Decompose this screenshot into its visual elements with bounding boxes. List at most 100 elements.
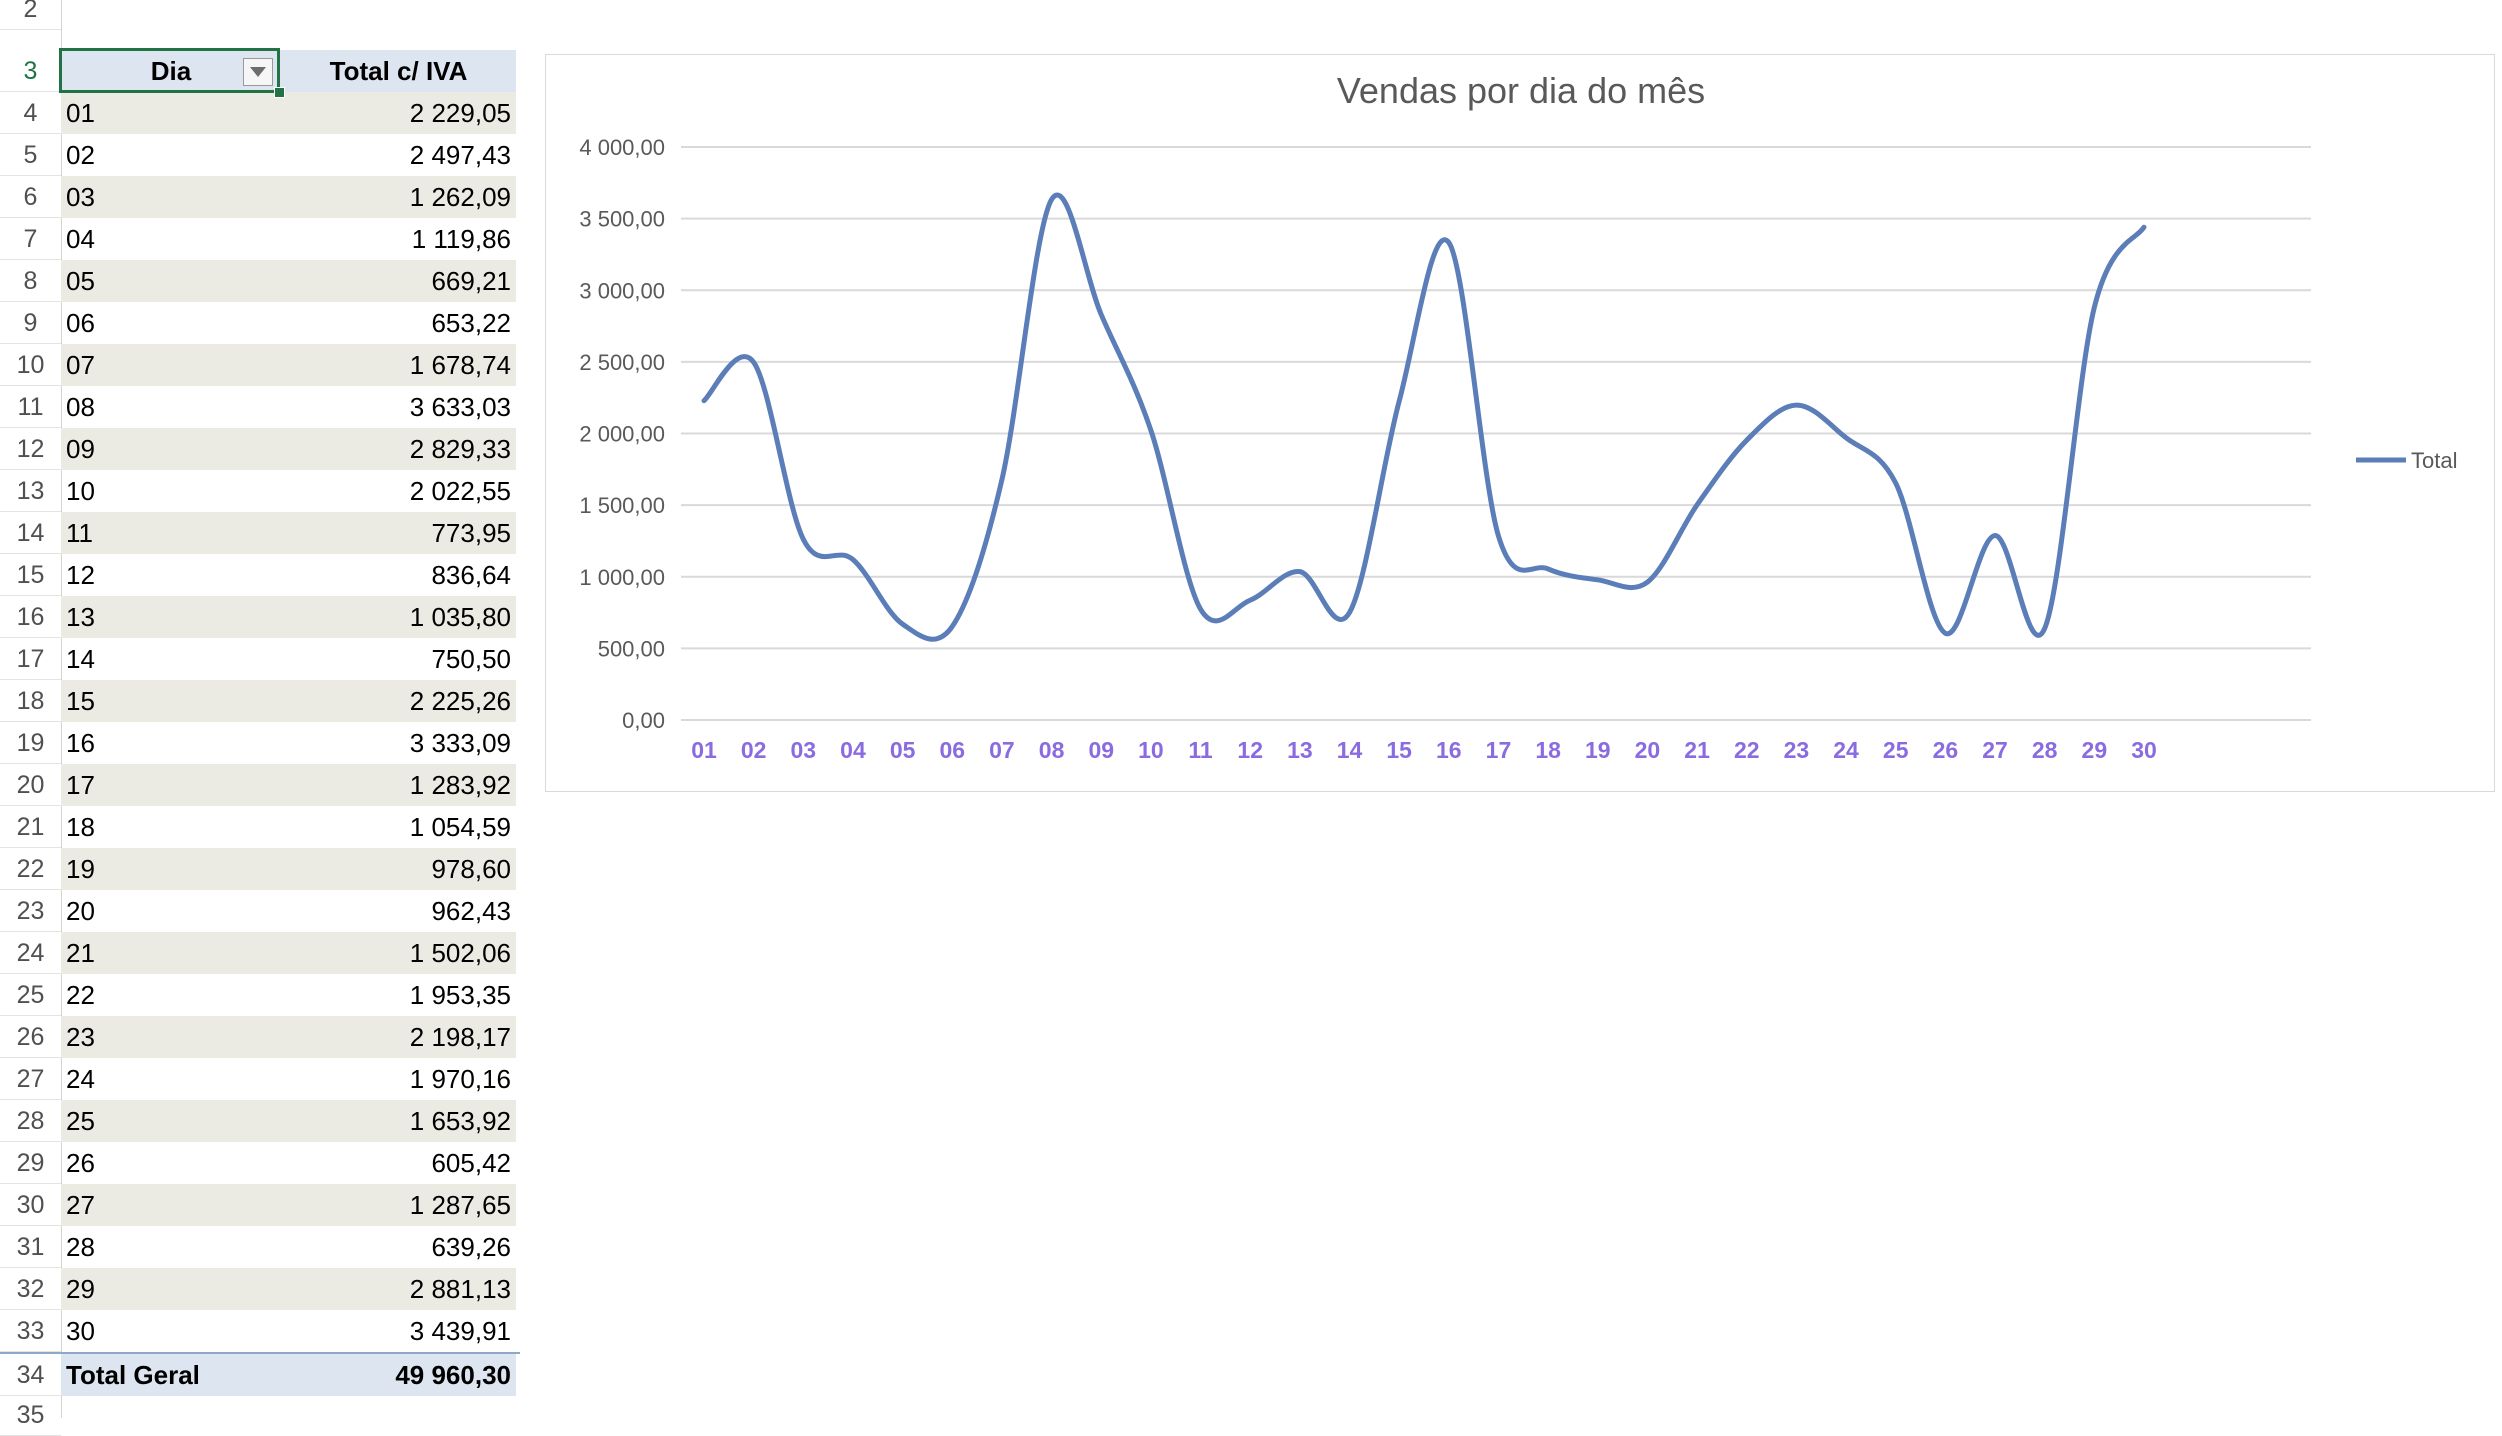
cell-dia[interactable]: 23 — [61, 1016, 281, 1058]
cell-total[interactable]: 639,26 — [431, 1232, 511, 1262]
x-tick-label: 30 — [2131, 737, 2157, 763]
cell-dia[interactable]: 24 — [66, 1064, 95, 1094]
cell-total[interactable]: 1 054,59 — [409, 812, 511, 842]
cell-dia[interactable]: 13 — [61, 596, 281, 638]
row-number: 28 — [0, 1100, 61, 1142]
cell-total[interactable]: 773,95 — [281, 512, 516, 554]
header-total[interactable]: Total c/ IVA — [281, 50, 516, 92]
row-number: 7 — [0, 218, 61, 260]
cell-dia[interactable]: 19 — [61, 848, 281, 890]
cell-dia[interactable]: 10 — [66, 476, 95, 506]
data-point — [1893, 480, 1899, 486]
cell-dia[interactable]: 15 — [61, 680, 281, 722]
line-chart[interactable]: Vendas por dia do mês 0,00 500,00 1 000,00 1… — [545, 54, 2495, 792]
grand-total-value[interactable]: 49 960,30 — [281, 1354, 516, 1396]
cell-dia[interactable]: 05 — [61, 260, 281, 302]
cell-total[interactable]: 1 283,92 — [281, 764, 516, 806]
cell-dia[interactable]: 18 — [66, 812, 95, 842]
grand-total-row: 34 Total Geral 49 960,30 — [0, 1352, 520, 1396]
cell-dia[interactable]: 30 — [66, 1316, 95, 1346]
cell-total[interactable]: 2 022,55 — [409, 476, 511, 506]
cell-total[interactable]: 978,60 — [281, 848, 516, 890]
cell-dia[interactable]: 08 — [66, 392, 95, 422]
cell-dia[interactable]: 11 — [61, 512, 281, 554]
cell-dia[interactable]: 28 — [66, 1232, 95, 1262]
row-number: 25 — [0, 974, 61, 1016]
row-number: 21 — [0, 806, 61, 848]
table-row: 8 05 669,21 — [0, 260, 520, 302]
x-tick-label: 14 — [1337, 737, 1363, 763]
cell-dia[interactable]: 06 — [66, 308, 95, 338]
table-row: 23 20 962,43 — [0, 890, 520, 932]
cell-total[interactable]: 2 497,43 — [409, 140, 511, 170]
cell-total[interactable]: 605,42 — [431, 1148, 511, 1178]
table-row: 12 09 2 829,33 — [0, 428, 520, 470]
cell-total[interactable]: 653,22 — [431, 308, 511, 338]
cell-dia[interactable]: 29 — [61, 1268, 281, 1310]
row-number: 30 — [0, 1184, 61, 1226]
cell-total[interactable]: 1 678,74 — [281, 344, 516, 386]
cell-total[interactable]: 1 953,35 — [409, 980, 511, 1010]
data-point — [1843, 435, 1849, 441]
cell-dia[interactable]: 07 — [61, 344, 281, 386]
cell-total[interactable]: 962,43 — [431, 896, 511, 926]
table-row: 21 18 1 054,59 — [0, 806, 520, 848]
row-number: 22 — [0, 848, 61, 890]
x-tick-label: 11 — [1188, 737, 1213, 763]
row-number: 24 — [0, 932, 61, 974]
filter-dropdown-button[interactable] — [243, 58, 273, 86]
cell-total[interactable]: 669,21 — [281, 260, 516, 302]
data-point — [1793, 402, 1799, 408]
row-number: 32 — [0, 1268, 61, 1310]
cell-total[interactable]: 1 502,06 — [281, 932, 516, 974]
cell-dia[interactable]: 17 — [61, 764, 281, 806]
x-tick-label: 02 — [741, 737, 767, 763]
cell-dia[interactable]: 04 — [66, 224, 95, 254]
cell-total[interactable]: 1 653,92 — [281, 1100, 516, 1142]
fill-handle[interactable] — [274, 87, 285, 98]
x-tick-label: 28 — [2032, 737, 2058, 763]
cell-total[interactable]: 1 262,09 — [281, 176, 516, 218]
cell-dia[interactable]: 25 — [61, 1100, 281, 1142]
series-line-total — [701, 192, 2147, 642]
table-row: 5 02 2 497,43 — [0, 134, 520, 176]
data-point — [2141, 224, 2147, 230]
x-tick-label: 25 — [1883, 737, 1909, 763]
x-tick-label: 27 — [1982, 737, 2008, 763]
y-tick-label: 3 000,00 — [579, 278, 665, 303]
cell-total[interactable]: 1 035,80 — [281, 596, 516, 638]
cell-total[interactable]: 1 119,86 — [411, 224, 511, 254]
row-number: 26 — [0, 1016, 61, 1058]
cell-dia[interactable]: 22 — [66, 980, 95, 1010]
cell-dia[interactable]: 03 — [61, 176, 281, 218]
cell-dia[interactable]: 01 — [61, 92, 281, 134]
cell-total[interactable]: 2 225,26 — [281, 680, 516, 722]
cell-dia[interactable]: 14 — [66, 644, 95, 674]
cell-total[interactable]: 1 287,65 — [281, 1184, 516, 1226]
cell-dia[interactable]: 21 — [61, 932, 281, 974]
cell-total[interactable]: 2 229,05 — [281, 92, 516, 134]
cell-dia[interactable]: 26 — [66, 1148, 95, 1178]
cell-dia[interactable]: 16 — [66, 728, 95, 758]
data-point — [2091, 304, 2097, 310]
grand-total-label[interactable]: Total Geral — [61, 1354, 281, 1396]
cell-total[interactable]: 1 970,16 — [409, 1064, 511, 1094]
table-row: 19 16 3 333,09 — [0, 722, 520, 764]
cell-total[interactable]: 836,64 — [431, 560, 511, 590]
cell-total[interactable]: 2 881,13 — [281, 1268, 516, 1310]
cell-total[interactable]: 3 633,03 — [409, 392, 511, 422]
cell-total[interactable]: 3 439,91 — [409, 1316, 511, 1346]
cell-dia[interactable]: 27 — [61, 1184, 281, 1226]
row-number: 35 — [0, 1394, 61, 1436]
cell-total[interactable]: 750,50 — [431, 644, 511, 674]
cell-dia[interactable]: 02 — [66, 140, 95, 170]
cell-dia[interactable]: 09 — [61, 428, 281, 470]
cell-dia[interactable]: 12 — [66, 560, 95, 590]
cell-dia[interactable]: 20 — [66, 896, 95, 926]
data-point — [1198, 606, 1204, 612]
row-number: 19 — [0, 722, 61, 764]
cell-total[interactable]: 2 829,33 — [281, 428, 516, 470]
cell-total[interactable]: 2 198,17 — [281, 1016, 516, 1058]
cell-total[interactable]: 3 333,09 — [409, 728, 511, 758]
y-tick-label: 2 000,00 — [579, 422, 665, 447]
